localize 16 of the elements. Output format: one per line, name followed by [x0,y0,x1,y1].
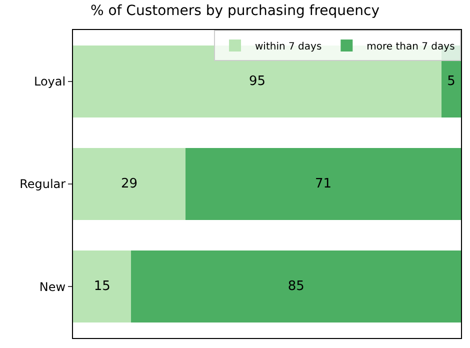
bar [73,148,186,220]
bar [186,148,461,220]
y-tick-label: Loyal [34,74,66,89]
bar [73,250,132,323]
legend-label: more than 7 days [366,41,455,52]
bar [131,250,461,323]
y-tick-label: New [39,280,66,294]
data-label: 85 [288,279,304,294]
data-label: 5 [447,74,456,89]
data-label: 95 [249,74,266,89]
chart-title: % of Customers by purchasing frequency [90,3,380,20]
data-label: 15 [94,279,110,294]
data-label: 71 [314,176,332,192]
y-tick-label: Regular [20,177,66,192]
legend-label: within 7 days [255,41,322,52]
data-label: 29 [120,176,138,192]
